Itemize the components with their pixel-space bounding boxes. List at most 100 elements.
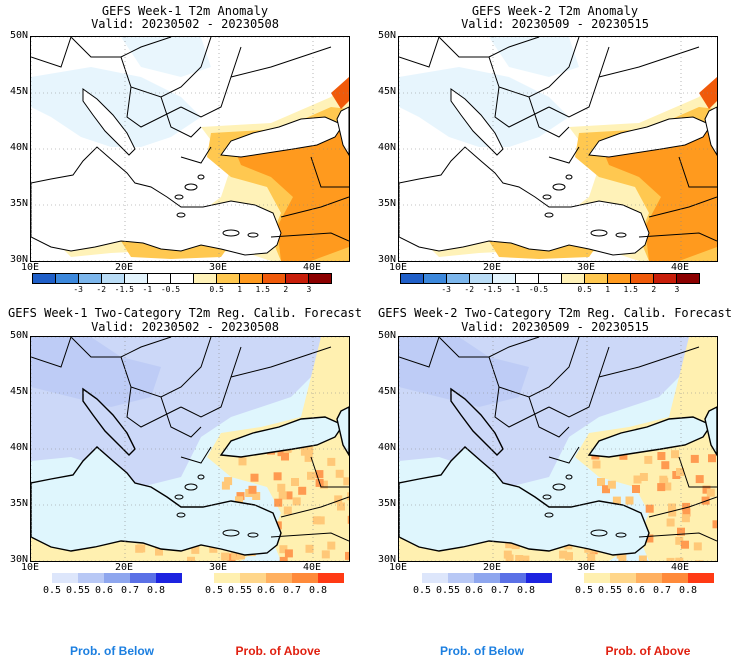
lon-tick-label: 20E (114, 562, 134, 573)
panel-title: GEFS Week-2 T2m Anomaly (471, 4, 639, 18)
prob-above-cell (221, 552, 230, 561)
country-border (399, 337, 440, 368)
country-border (488, 337, 580, 398)
prob-above-cell (279, 545, 288, 554)
colorbar-swatch (194, 274, 217, 283)
prob-above-cell (236, 551, 245, 560)
colorbar-swatch (240, 274, 263, 283)
colorbar-swatch (470, 274, 493, 283)
prob-above-cell (300, 447, 309, 456)
prob-above-cell (187, 556, 195, 561)
lat-tick-label: 30N (377, 554, 396, 565)
colorbar-label: 0.55 (436, 585, 461, 596)
colorbar-label: 0.8 (678, 585, 698, 596)
country-border (310, 456, 349, 488)
prob-above-cell (645, 534, 654, 543)
island (544, 212, 554, 218)
caspian-sea (336, 106, 349, 156)
prob-above-cell (559, 550, 568, 559)
colorbar-swatch (148, 274, 171, 283)
colorbar-label: 0.55 (598, 585, 623, 596)
colorbar-swatch (217, 274, 240, 283)
colorbar-label: -1 (142, 285, 153, 294)
prob-above-legend: Prob. of Above (235, 644, 321, 658)
country-border (638, 232, 717, 242)
panel-title: GEFS Week-1 T2m Anomaly (101, 4, 269, 18)
panel-week1-probability: GEFS Week-1 Two-Category T2m Reg. Calib.… (0, 300, 370, 662)
prob-above-cell (682, 508, 691, 517)
colorbar-label: 0.8 (146, 585, 166, 596)
prob-below-colorbar (52, 573, 182, 583)
colorbar-swatch (125, 274, 148, 283)
prob-above-cell (712, 520, 717, 529)
panel-subtitle: Valid: 20230502 - 20230508 (91, 320, 279, 334)
colorbar-swatch (171, 274, 194, 283)
island (222, 529, 240, 537)
country-border (160, 396, 202, 438)
prob-above-cell (209, 544, 218, 553)
caspian-sea (704, 106, 717, 156)
country-border (548, 446, 580, 464)
country-border (270, 232, 349, 242)
island (197, 474, 205, 480)
colorbar-swatch (493, 274, 516, 283)
country-border (548, 146, 580, 164)
colorbar-label: 3 (306, 285, 312, 294)
lat-tick-label: 35N (377, 498, 396, 509)
colorbar-swatch (424, 274, 447, 283)
colorbar-swatch (448, 573, 474, 583)
country-border (598, 346, 700, 378)
island (184, 183, 198, 191)
prob-above-cell (248, 485, 257, 494)
prob-above-cell (587, 553, 596, 561)
prob-above-cell (503, 550, 512, 559)
mediterranean-sea (31, 446, 282, 556)
colorbar-label: 1 (237, 285, 243, 294)
colorbar-label: 1 (605, 285, 611, 294)
country-border (230, 46, 332, 78)
prob-above-cell (676, 468, 684, 476)
colorbar-label: 0.55 (66, 585, 91, 596)
colorbar-label: 0.5 (577, 285, 592, 294)
colorbar-label: -3 (441, 285, 451, 294)
colorbar-swatch (401, 274, 424, 283)
prob-above-cell (277, 448, 286, 457)
prob-above-legend: Prob. of Above (605, 644, 691, 658)
island (552, 183, 566, 191)
lon-tick-label: 10E (388, 262, 408, 273)
prob-below-area (31, 337, 161, 407)
colorbar-swatch (318, 573, 344, 583)
cool-anomaly-area (489, 37, 579, 77)
lat-tick-label: 50N (377, 330, 396, 341)
lon-tick-label: 40E (302, 262, 322, 273)
country-border (180, 46, 242, 118)
prob-above-cell (315, 470, 324, 479)
island (174, 494, 184, 500)
mediterranean-sea (399, 446, 650, 556)
lat-tick-label: 30N (9, 554, 28, 565)
prob-above-cell (307, 471, 315, 480)
country-border (120, 37, 212, 98)
country-border (399, 37, 440, 68)
prob-above-cell (135, 544, 144, 553)
adriatic-sea (82, 88, 136, 156)
lat-tick-label: 45N (9, 386, 28, 397)
prob-above-cell (224, 477, 233, 486)
colorbar-swatch (474, 573, 500, 583)
lat-tick-label: 50N (9, 30, 28, 41)
colorbar-label: -1 (510, 285, 521, 294)
lat-tick-label: 45N (377, 386, 396, 397)
colorbar-label: 0.5 (204, 585, 224, 596)
prob-above-cell (291, 478, 299, 486)
colorbar-swatch (447, 274, 470, 283)
prob-above-cell (638, 555, 647, 561)
prob-above-cell (602, 485, 610, 494)
prob-above-cell (521, 555, 530, 561)
prob-above-cell (319, 480, 328, 489)
prob-above-cell (279, 556, 288, 561)
lat-tick-label: 40N (9, 442, 28, 453)
lat-tick-label: 45N (9, 86, 28, 97)
prob-above-cell (666, 557, 675, 561)
prob-above-cell (657, 452, 666, 460)
prob-above-cell (347, 492, 349, 501)
